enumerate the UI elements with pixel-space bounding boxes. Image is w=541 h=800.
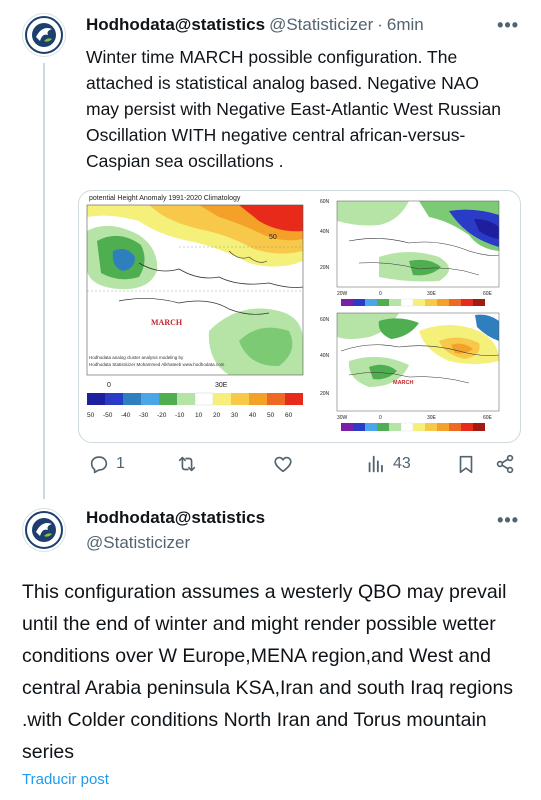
svg-text:0: 0 [379,415,382,421]
thread-connector-line [43,63,45,499]
tweet-header: Hodhodata@statistics @Statisticizer · 6m… [86,13,424,37]
more-options-button[interactable]: ••• [497,510,519,530]
retweet-button[interactable] [176,452,204,476]
svg-text:60E: 60E [483,291,493,297]
bookmark-icon [459,455,473,474]
svg-text:-50: -50 [103,412,113,419]
svg-text:50: 50 [87,412,95,419]
svg-text:30: 30 [231,412,239,419]
svg-text:50: 50 [267,412,275,419]
more-options-button[interactable]: ••• [497,15,519,35]
svg-text:-10: -10 [175,412,185,419]
svg-text:20W: 20W [337,291,348,297]
svg-text:40: 40 [249,412,257,419]
tweet-text: This configuration assumes a westerly QB… [22,581,514,763]
tweet-media-image[interactable]: potential Height Anomaly 1991-2020 Clima… [78,190,521,443]
svg-text:10: 10 [195,412,203,419]
reply-icon [90,456,108,474]
left-anomaly-map: 50 MARCH Hodhodata analog cluster analys… [87,205,303,375]
left-axis-tick-0: 0 [107,382,111,389]
right-bottom-month-label: MARCH [393,380,413,386]
share-icon [496,454,514,474]
display-name[interactable]: Hodhodata@statistics [86,15,266,34]
svg-text:40N: 40N [320,353,330,359]
share-button[interactable] [494,452,516,476]
svg-text:-40: -40 [121,412,131,419]
left-axis-tick-30e: 30E [215,382,228,389]
svg-text:30E: 30E [427,415,437,421]
right-top-map [337,201,499,287]
svg-text:30E: 30E [427,291,437,297]
tweet-text: Winter time MARCH possible configuration… [86,47,501,171]
svg-text:0: 0 [379,291,382,297]
svg-text:60N: 60N [320,317,330,323]
reply-button[interactable]: 1 [88,452,125,476]
svg-text:20N: 20N [320,391,330,397]
reply-count: 1 [116,455,125,472]
retweet-icon [178,456,196,472]
avatar[interactable] [22,508,66,552]
hodhodata-logo-icon [25,511,63,549]
svg-text:60N: 60N [320,199,330,205]
svg-text:60: 60 [285,412,293,419]
left-scale-labels: 50 -50 -40 -30 -20 -10 10 20 30 40 50 60 [87,412,293,419]
svg-text:-20: -20 [157,412,167,419]
right-bottom-color-scale [341,422,485,432]
svg-text:30W: 30W [337,415,348,421]
svg-text:40N: 40N [320,229,330,235]
right-bottom-lon-labels: 30W 0 30E 60E [337,415,493,421]
bookmark-button[interactable] [455,452,477,476]
left-map-title: potential Height Anomaly 1991-2020 Clima… [89,195,241,202]
svg-text:60E: 60E [483,415,493,421]
credit-line-1: Hodhodata analog cluster analysis modeli… [89,355,184,360]
display-name[interactable]: Hodhodata@statistics [86,508,266,527]
handle[interactable]: @Statisticizer [86,533,191,552]
hodhodata-logo-icon [25,16,63,54]
svg-text:20N: 20N [320,265,330,271]
separator: · [377,15,383,34]
right-top-color-scale [341,298,485,307]
timestamp[interactable]: 6min [386,15,424,34]
like-button[interactable] [272,452,300,476]
tweet-action-bar: 1 43 [78,452,524,476]
svg-text:-30: -30 [139,412,149,419]
handle[interactable]: @Statisticizer [269,15,374,34]
left-color-scale [87,392,303,406]
views-count: 43 [393,455,411,472]
right-bottom-map: MARCH [337,313,499,411]
right-bottom-lat-labels: 60N 40N 20N [320,317,330,397]
right-top-lat-labels: 60N 40N 20N [320,199,330,271]
contour-label: 50 [269,234,277,241]
views-button[interactable]: 43 [365,452,411,476]
credit-line-2: Hodhodata Statisticizer Mohammed Alkhate… [89,362,225,367]
month-label: MARCH [151,318,183,327]
views-icon [368,455,383,473]
translate-post-link[interactable]: Traducir post [22,771,109,788]
heart-icon [274,456,292,473]
right-top-lon-labels: 20W 0 30E 60E [337,291,493,297]
avatar[interactable] [22,13,66,57]
svg-text:20: 20 [213,412,221,419]
